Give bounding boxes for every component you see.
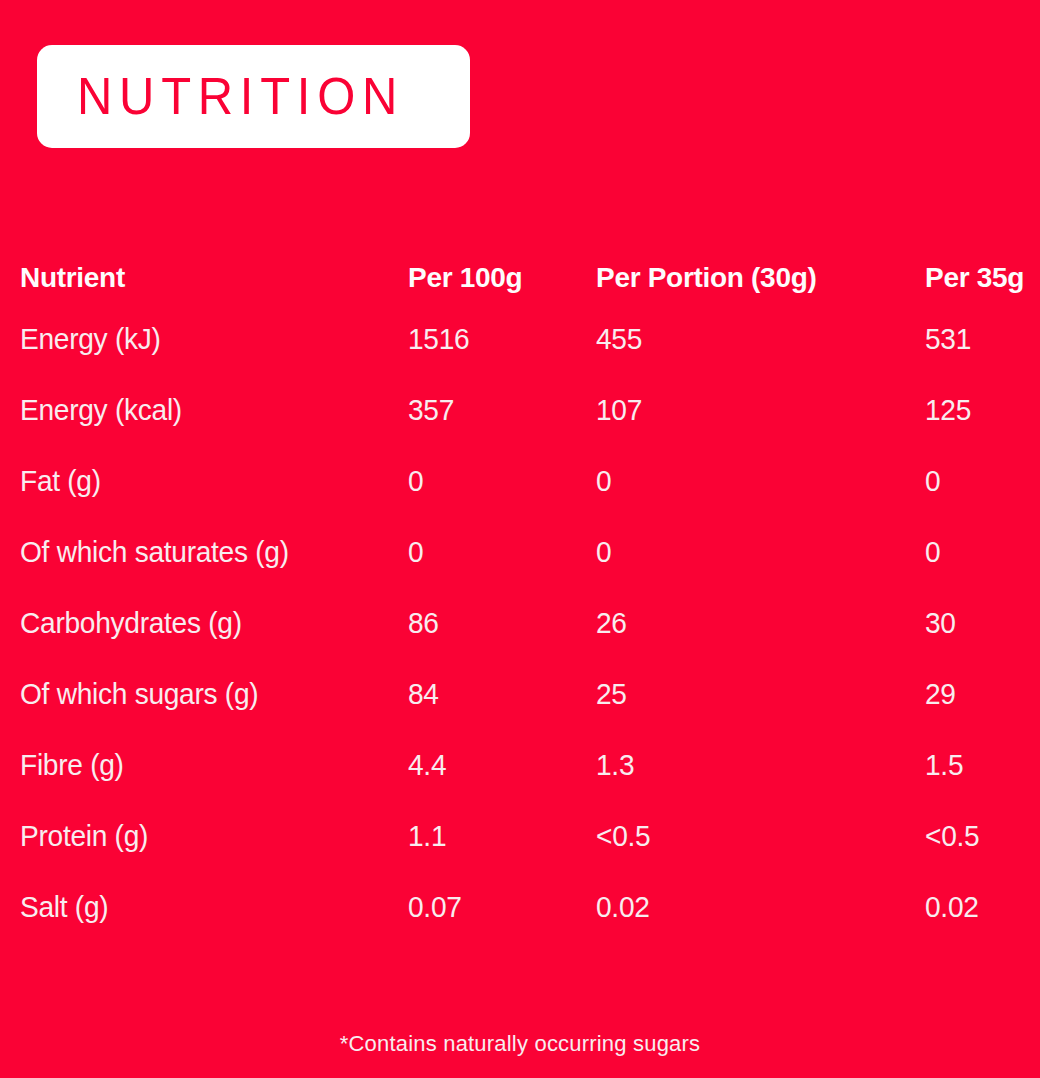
- nutrient-label: Fibre (g): [20, 749, 396, 782]
- value-per-35g: 0.02: [925, 891, 1037, 924]
- table-row-sugars: Of which sugars (g) 84 25 29: [20, 659, 1040, 730]
- value-portion: 1.3: [596, 749, 915, 782]
- nutrient-label: Energy (kJ): [20, 323, 396, 356]
- value-portion: 107: [596, 394, 915, 427]
- value-per-35g: 125: [925, 394, 1037, 427]
- value-portion: 0.02: [596, 891, 915, 924]
- nutrient-label: Protein (g): [20, 820, 396, 853]
- table-row-salt: Salt (g) 0.07 0.02 0.02: [20, 872, 1040, 943]
- table-row-energy-kj: Energy (kJ) 1516 455 531: [20, 304, 1040, 375]
- nutrient-label: Of which saturates (g): [20, 536, 396, 569]
- value-per-35g: 531: [925, 323, 1037, 356]
- table-row-saturates: Of which saturates (g) 0 0 0: [20, 517, 1040, 588]
- nutrient-label: Energy (kcal): [20, 394, 396, 427]
- title-badge: NUTRITION: [37, 45, 470, 148]
- value-portion: 0: [596, 465, 915, 498]
- page-title: NUTRITION: [77, 67, 404, 126]
- table-header-row: Nutrient Per 100g Per Portion (30g) Per …: [20, 252, 1040, 304]
- nutrition-panel: { "page": { "background_color": "#FA0235…: [0, 0, 1040, 1078]
- value-per-100g: 1516: [408, 323, 590, 356]
- value-per-100g: 0: [408, 536, 590, 569]
- value-per-100g: 86: [408, 607, 590, 640]
- value-per-100g: 84: [408, 678, 590, 711]
- value-portion: 25: [596, 678, 915, 711]
- table-row-protein: Protein (g) 1.1 <0.5 <0.5: [20, 801, 1040, 872]
- nutrient-label: Fat (g): [20, 465, 396, 498]
- nutrient-label: Carbohydrates (g): [20, 607, 396, 640]
- column-header-per-100g: Per 100g: [408, 262, 596, 294]
- value-per-100g: 0: [408, 465, 590, 498]
- table-row-carbohydrates: Carbohydrates (g) 86 26 30: [20, 588, 1040, 659]
- table-row-fat: Fat (g) 0 0 0: [20, 446, 1040, 517]
- nutrient-label: Salt (g): [20, 891, 396, 924]
- value-per-35g: 0: [925, 465, 1037, 498]
- footnote: *Contains naturally occurring sugars: [0, 1031, 1040, 1057]
- value-per-35g: <0.5: [925, 820, 1037, 853]
- nutrition-table: Nutrient Per 100g Per Portion (30g) Per …: [20, 252, 1040, 943]
- value-portion: <0.5: [596, 820, 915, 853]
- value-per-100g: 1.1: [408, 820, 590, 853]
- column-header-per-35g: Per 35g: [925, 262, 1040, 294]
- column-header-per-portion: Per Portion (30g): [596, 262, 925, 294]
- value-per-35g: 29: [925, 678, 1037, 711]
- value-portion: 0: [596, 536, 915, 569]
- value-portion: 26: [596, 607, 915, 640]
- table-row-fibre: Fibre (g) 4.4 1.3 1.5: [20, 730, 1040, 801]
- value-portion: 455: [596, 323, 915, 356]
- value-per-100g: 357: [408, 394, 590, 427]
- value-per-35g: 0: [925, 536, 1037, 569]
- nutrient-label: Of which sugars (g): [20, 678, 396, 711]
- column-header-nutrient: Nutrient: [20, 262, 408, 294]
- table-row-energy-kcal: Energy (kcal) 357 107 125: [20, 375, 1040, 446]
- value-per-35g: 30: [925, 607, 1037, 640]
- value-per-100g: 4.4: [408, 749, 590, 782]
- value-per-100g: 0.07: [408, 891, 590, 924]
- value-per-35g: 1.5: [925, 749, 1037, 782]
